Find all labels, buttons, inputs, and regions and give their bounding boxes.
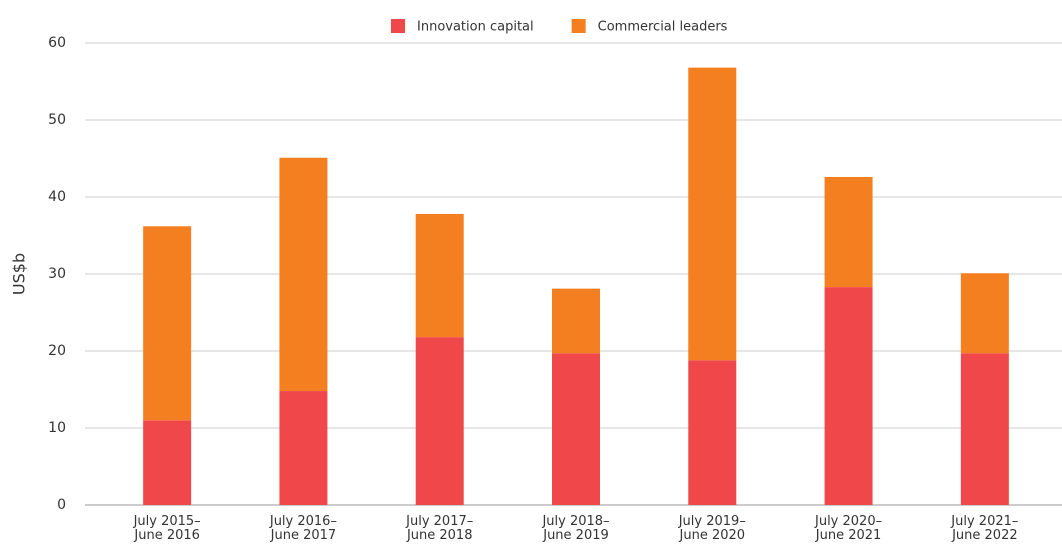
legend-swatch — [571, 19, 586, 33]
y-tick-label: 60 — [48, 35, 66, 51]
bar-segment — [279, 391, 328, 505]
y-tick-label: 10 — [48, 420, 66, 436]
legend-label: Innovation capital — [417, 20, 534, 35]
x-tick-label: July 2018– June 2019 — [542, 514, 610, 543]
bar-segment — [415, 337, 464, 505]
bar-segment — [279, 157, 328, 392]
y-axis-label: US$b — [10, 253, 29, 295]
x-tick-label: July 2020– June 2021 — [815, 514, 883, 543]
legend-label: Commercial leaders — [598, 20, 728, 35]
bar-segment — [960, 273, 1009, 354]
bar-segment — [960, 353, 1009, 505]
bar-segment — [824, 287, 873, 505]
x-tick-label: July 2016– June 2017 — [269, 514, 337, 543]
y-tick-label: 40 — [48, 189, 66, 205]
bar-segment — [688, 360, 737, 505]
y-tick-label: 30 — [48, 266, 66, 282]
bar-segment — [143, 226, 192, 421]
bar-segment — [143, 420, 192, 505]
y-tick-label: 0 — [57, 497, 66, 513]
bar-segment — [415, 213, 464, 338]
x-tick-label: July 2017– June 2018 — [406, 514, 474, 543]
x-tick-label: July 2015– June 2016 — [133, 514, 201, 543]
y-tick-label: 50 — [48, 112, 66, 128]
bar-segment — [552, 353, 600, 505]
x-tick-label: July 2021– June 2022 — [951, 514, 1019, 543]
bar-segment — [552, 288, 600, 354]
bar-segment — [688, 67, 737, 361]
bar-segment — [824, 176, 873, 288]
x-tick-label: July 2019– June 2020 — [678, 514, 746, 543]
y-tick-label: 20 — [48, 343, 66, 359]
legend-swatch — [391, 19, 405, 33]
